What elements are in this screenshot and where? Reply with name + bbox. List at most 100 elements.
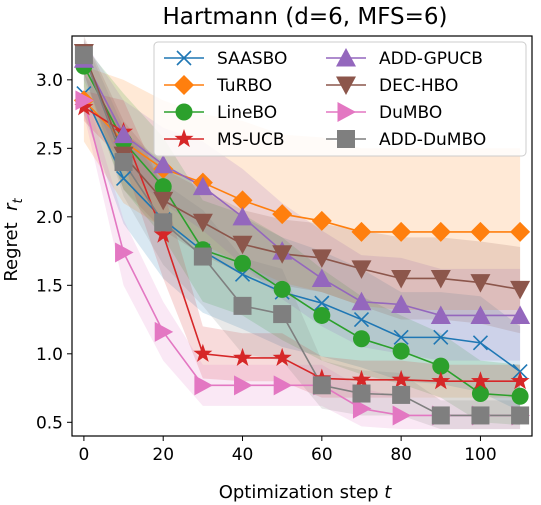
band-ms-ucb bbox=[83, 90, 521, 398]
band-linebo bbox=[83, 45, 521, 426]
marker-dec-hbo bbox=[391, 269, 412, 289]
marker-add-dumbo bbox=[273, 305, 292, 324]
legend-marker-linebo bbox=[175, 103, 193, 121]
marker-saasbo bbox=[353, 311, 370, 328]
legend-marker-add-gpucb bbox=[336, 48, 356, 67]
marker-turbo bbox=[391, 221, 412, 242]
legend-label-turbo: TuRBO bbox=[216, 76, 272, 96]
x-tick-label: 100 bbox=[464, 445, 496, 465]
marker-dec-hbo bbox=[510, 280, 531, 300]
legend-marker-turbo bbox=[174, 75, 194, 95]
marker-linebo bbox=[392, 342, 410, 360]
marker-add-gpucb bbox=[510, 305, 531, 324]
x-axis-title-variable: t bbox=[384, 482, 392, 503]
marker-turbo bbox=[430, 221, 451, 242]
legend-marker-dec-hbo bbox=[336, 76, 356, 95]
marker-turbo bbox=[311, 210, 332, 231]
marker-turbo bbox=[272, 204, 293, 225]
legend-marker-add-dumbo bbox=[337, 130, 355, 148]
y-tick-label: 2.0 bbox=[36, 208, 63, 228]
chart-title: Hartmann (d=6, MFS=6) bbox=[162, 4, 447, 30]
marker-turbo bbox=[470, 221, 491, 242]
x-axis-title-text: Optimization step bbox=[219, 482, 385, 503]
marker-saasbo bbox=[472, 335, 489, 351]
y-axis-title-text: Regret bbox=[1, 211, 22, 282]
marker-add-gpucb bbox=[470, 305, 491, 324]
marker-ms-ucb bbox=[351, 369, 371, 388]
marker-saasbo bbox=[393, 329, 409, 345]
marker-saasbo bbox=[314, 295, 330, 311]
marker-add-dumbo bbox=[471, 406, 490, 425]
band-saasbo bbox=[83, 72, 521, 412]
legend-label-ms-ucb: MS-UCB bbox=[217, 130, 285, 150]
marker-linebo bbox=[273, 280, 291, 298]
marker-add-dumbo bbox=[193, 247, 212, 266]
marker-dec-hbo bbox=[272, 245, 293, 264]
marker-saasbo bbox=[115, 170, 132, 187]
legend-label-saasbo: SAASBO bbox=[217, 49, 287, 69]
marker-dec-hbo bbox=[470, 274, 491, 293]
marker-dec-hbo bbox=[351, 260, 372, 279]
marker-dec-hbo bbox=[232, 235, 253, 255]
y-axis-ticks: 0.5 1.0 1.5 2.0 2.5 3.0 bbox=[36, 71, 72, 433]
marker-dumbo bbox=[352, 398, 372, 419]
marker-add-gpucb bbox=[351, 291, 372, 311]
marker-ms-ucb bbox=[193, 343, 213, 362]
series-markers bbox=[73, 43, 531, 426]
x-tick-label: 80 bbox=[390, 445, 412, 465]
marker-ms-ucb bbox=[153, 224, 173, 243]
marker-add-dumbo bbox=[312, 376, 331, 395]
plot-frame bbox=[71, 35, 533, 437]
marker-dumbo bbox=[392, 405, 412, 426]
marker-add-dumbo bbox=[154, 213, 173, 232]
x-tick-label: 40 bbox=[232, 445, 254, 465]
legend-marker-ms-ucb bbox=[174, 129, 194, 148]
marker-linebo bbox=[432, 357, 450, 375]
marker-add-dumbo bbox=[392, 385, 411, 404]
band-add-gpucb bbox=[83, 41, 521, 361]
y-tick-label: 0.5 bbox=[36, 413, 63, 433]
marker-linebo bbox=[471, 385, 489, 403]
marker-add-dumbo bbox=[352, 384, 371, 403]
marker-linebo bbox=[154, 178, 172, 196]
marker-add-gpucb bbox=[232, 206, 253, 226]
marker-add-gpucb bbox=[430, 305, 451, 324]
marker-dumbo bbox=[115, 242, 134, 263]
marker-add-dumbo bbox=[74, 46, 93, 65]
legend-label-add-gpucb: ADD-GPUCB bbox=[379, 49, 483, 69]
marker-turbo bbox=[232, 190, 253, 211]
legend-label-dec-hbo: DEC-HBO bbox=[379, 76, 458, 96]
y-axis-title-variable: r bbox=[1, 202, 22, 211]
marker-ms-ucb bbox=[74, 97, 94, 116]
band-dec-hbo bbox=[83, 36, 521, 334]
marker-linebo bbox=[352, 330, 370, 348]
marker-dumbo bbox=[194, 375, 213, 396]
line-add-gpucb bbox=[83, 58, 521, 317]
y-tick-label: 3.0 bbox=[36, 71, 63, 91]
marker-turbo bbox=[510, 221, 531, 242]
marker-ms-ucb bbox=[470, 371, 490, 390]
x-tick-label: 0 bbox=[78, 445, 89, 465]
marker-add-dumbo bbox=[431, 406, 450, 425]
x-tick-label: 60 bbox=[311, 445, 333, 465]
marker-dumbo bbox=[273, 375, 293, 396]
marker-add-gpucb bbox=[391, 294, 412, 313]
marker-dec-hbo bbox=[192, 213, 213, 233]
legend: SAASBO TuRBO LineBO MS-UCB ADD-GPUCB DEC-HBO D… bbox=[153, 41, 527, 157]
marker-add-gpucb bbox=[192, 176, 213, 196]
x-tick-label: 20 bbox=[152, 445, 174, 465]
marker-saasbo bbox=[433, 329, 449, 345]
marker-dumbo bbox=[154, 321, 174, 342]
marker-linebo bbox=[511, 387, 529, 405]
legend-label-dumbo: DuMBO bbox=[379, 103, 442, 123]
marker-dec-hbo bbox=[153, 191, 174, 211]
legend-box bbox=[153, 41, 527, 157]
y-axis-title-subscript: t bbox=[11, 197, 26, 203]
legend-marker-dumbo bbox=[337, 102, 356, 122]
y-tick-label: 1.0 bbox=[36, 345, 63, 365]
marker-add-gpucb bbox=[153, 154, 174, 174]
marker-add-dumbo bbox=[114, 153, 133, 172]
marker-ms-ucb bbox=[272, 347, 292, 367]
y-tick-label: 2.5 bbox=[36, 139, 63, 159]
marker-add-gpucb bbox=[311, 268, 332, 287]
